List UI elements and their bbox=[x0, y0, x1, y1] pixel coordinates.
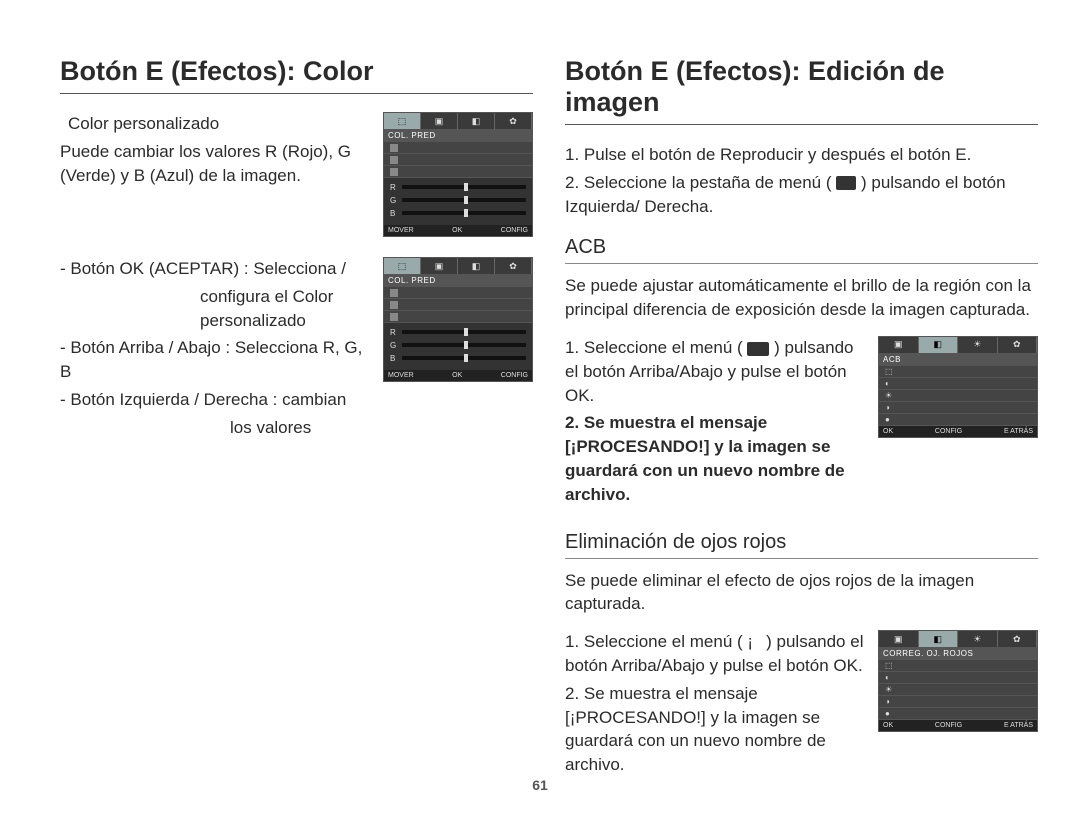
subtitle: Color personalizado bbox=[60, 112, 369, 136]
menu-tab-icon bbox=[836, 176, 856, 190]
acb-desc: Se puede ajustar automáticamente el bril… bbox=[565, 274, 1038, 322]
lcd-acb: ▣ ◧ ☀ ✿ ACB ⬚ ◐ ☀ ◑ ● OK CONFIG E ATRÁS bbox=[878, 336, 1038, 438]
custom-color-block: Color personalizado Puede cambiar los va… bbox=[60, 112, 533, 237]
lcd2-title: COL. PRED bbox=[384, 274, 532, 287]
redeye-menu-icon: ¡ bbox=[747, 630, 761, 654]
lcd1-foot-left: MOVER bbox=[388, 227, 414, 234]
redeye-heading: Eliminación de ojos rojos bbox=[565, 531, 1038, 559]
li-lr: - Botón Izquierda / Derecha : cambian bbox=[60, 388, 369, 412]
lcd1-foot-right: CONFIG bbox=[501, 227, 528, 234]
li-updown: - Botón Arriba / Abajo : Selecciona R, G… bbox=[60, 336, 369, 384]
acb-step2: 2. Se muestra el mensaje [¡PROCESANDO!] … bbox=[565, 411, 864, 506]
lcd-custom-color-2: ⬚ ▣ ◧ ✿ COL. PRED R G B MOVER bbox=[383, 257, 533, 382]
acb-block: 1. Seleccione el menú ( ) pulsando el bo… bbox=[565, 336, 1038, 511]
right-column: Botón E (Efectos): Edición de imagen 1. … bbox=[565, 56, 1038, 801]
redeye-desc: Se puede eliminar el efecto de ojos rojo… bbox=[565, 569, 1038, 617]
acb-step1: 1. Seleccione el menú ( ) pulsando el bo… bbox=[565, 336, 864, 407]
heading-left: Botón E (Efectos): Color bbox=[60, 56, 533, 94]
page-number: 61 bbox=[0, 777, 1080, 793]
intro-step2: 2. Seleccione la pestaña de menú ( ) pul… bbox=[565, 171, 1038, 219]
left-column: Botón E (Efectos): Color Color personali… bbox=[60, 56, 533, 801]
lcd-redeye-title: CORREG. OJ. ROJOS bbox=[879, 647, 1037, 660]
redeye-step1: 1. Seleccione el menú ( ¡ ) pulsando el … bbox=[565, 630, 864, 678]
lcd-custom-color-1: ⬚ ▣ ◧ ✿ COL. PRED R G B MOVER bbox=[383, 112, 533, 237]
lcd-acb-title: ACB bbox=[879, 353, 1037, 366]
acb-menu-icon bbox=[747, 342, 769, 356]
redeye-step2: 2. Se muestra el mensaje [¡PROCESANDO!] … bbox=[565, 682, 864, 777]
intro-step1: 1. Pulse el botón de Reproducir y despué… bbox=[565, 143, 1038, 167]
custom-color-desc: Puede cambiar los valores R (Rojo), G (V… bbox=[60, 140, 369, 188]
li-lr-b: los valores bbox=[60, 416, 369, 440]
button-explain-block: - Botón OK (ACEPTAR) : Selecciona / conf… bbox=[60, 257, 533, 444]
li-ok-b: configura el Color personalizado bbox=[60, 285, 369, 333]
lcd1-title: COL. PRED bbox=[384, 129, 532, 142]
acb-heading: ACB bbox=[565, 236, 1038, 264]
lcd1-foot-mid: OK bbox=[452, 227, 462, 234]
heading-right: Botón E (Efectos): Edición de imagen bbox=[565, 56, 1038, 125]
li-ok: - Botón OK (ACEPTAR) : Selecciona / bbox=[60, 257, 369, 281]
lcd-redeye: ▣ ◧ ☀ ✿ CORREG. OJ. ROJOS ⬚ ◐ ☀ ◑ ● OK C… bbox=[878, 630, 1038, 732]
redeye-block: 1. Seleccione el menú ( ¡ ) pulsando el … bbox=[565, 630, 1038, 781]
